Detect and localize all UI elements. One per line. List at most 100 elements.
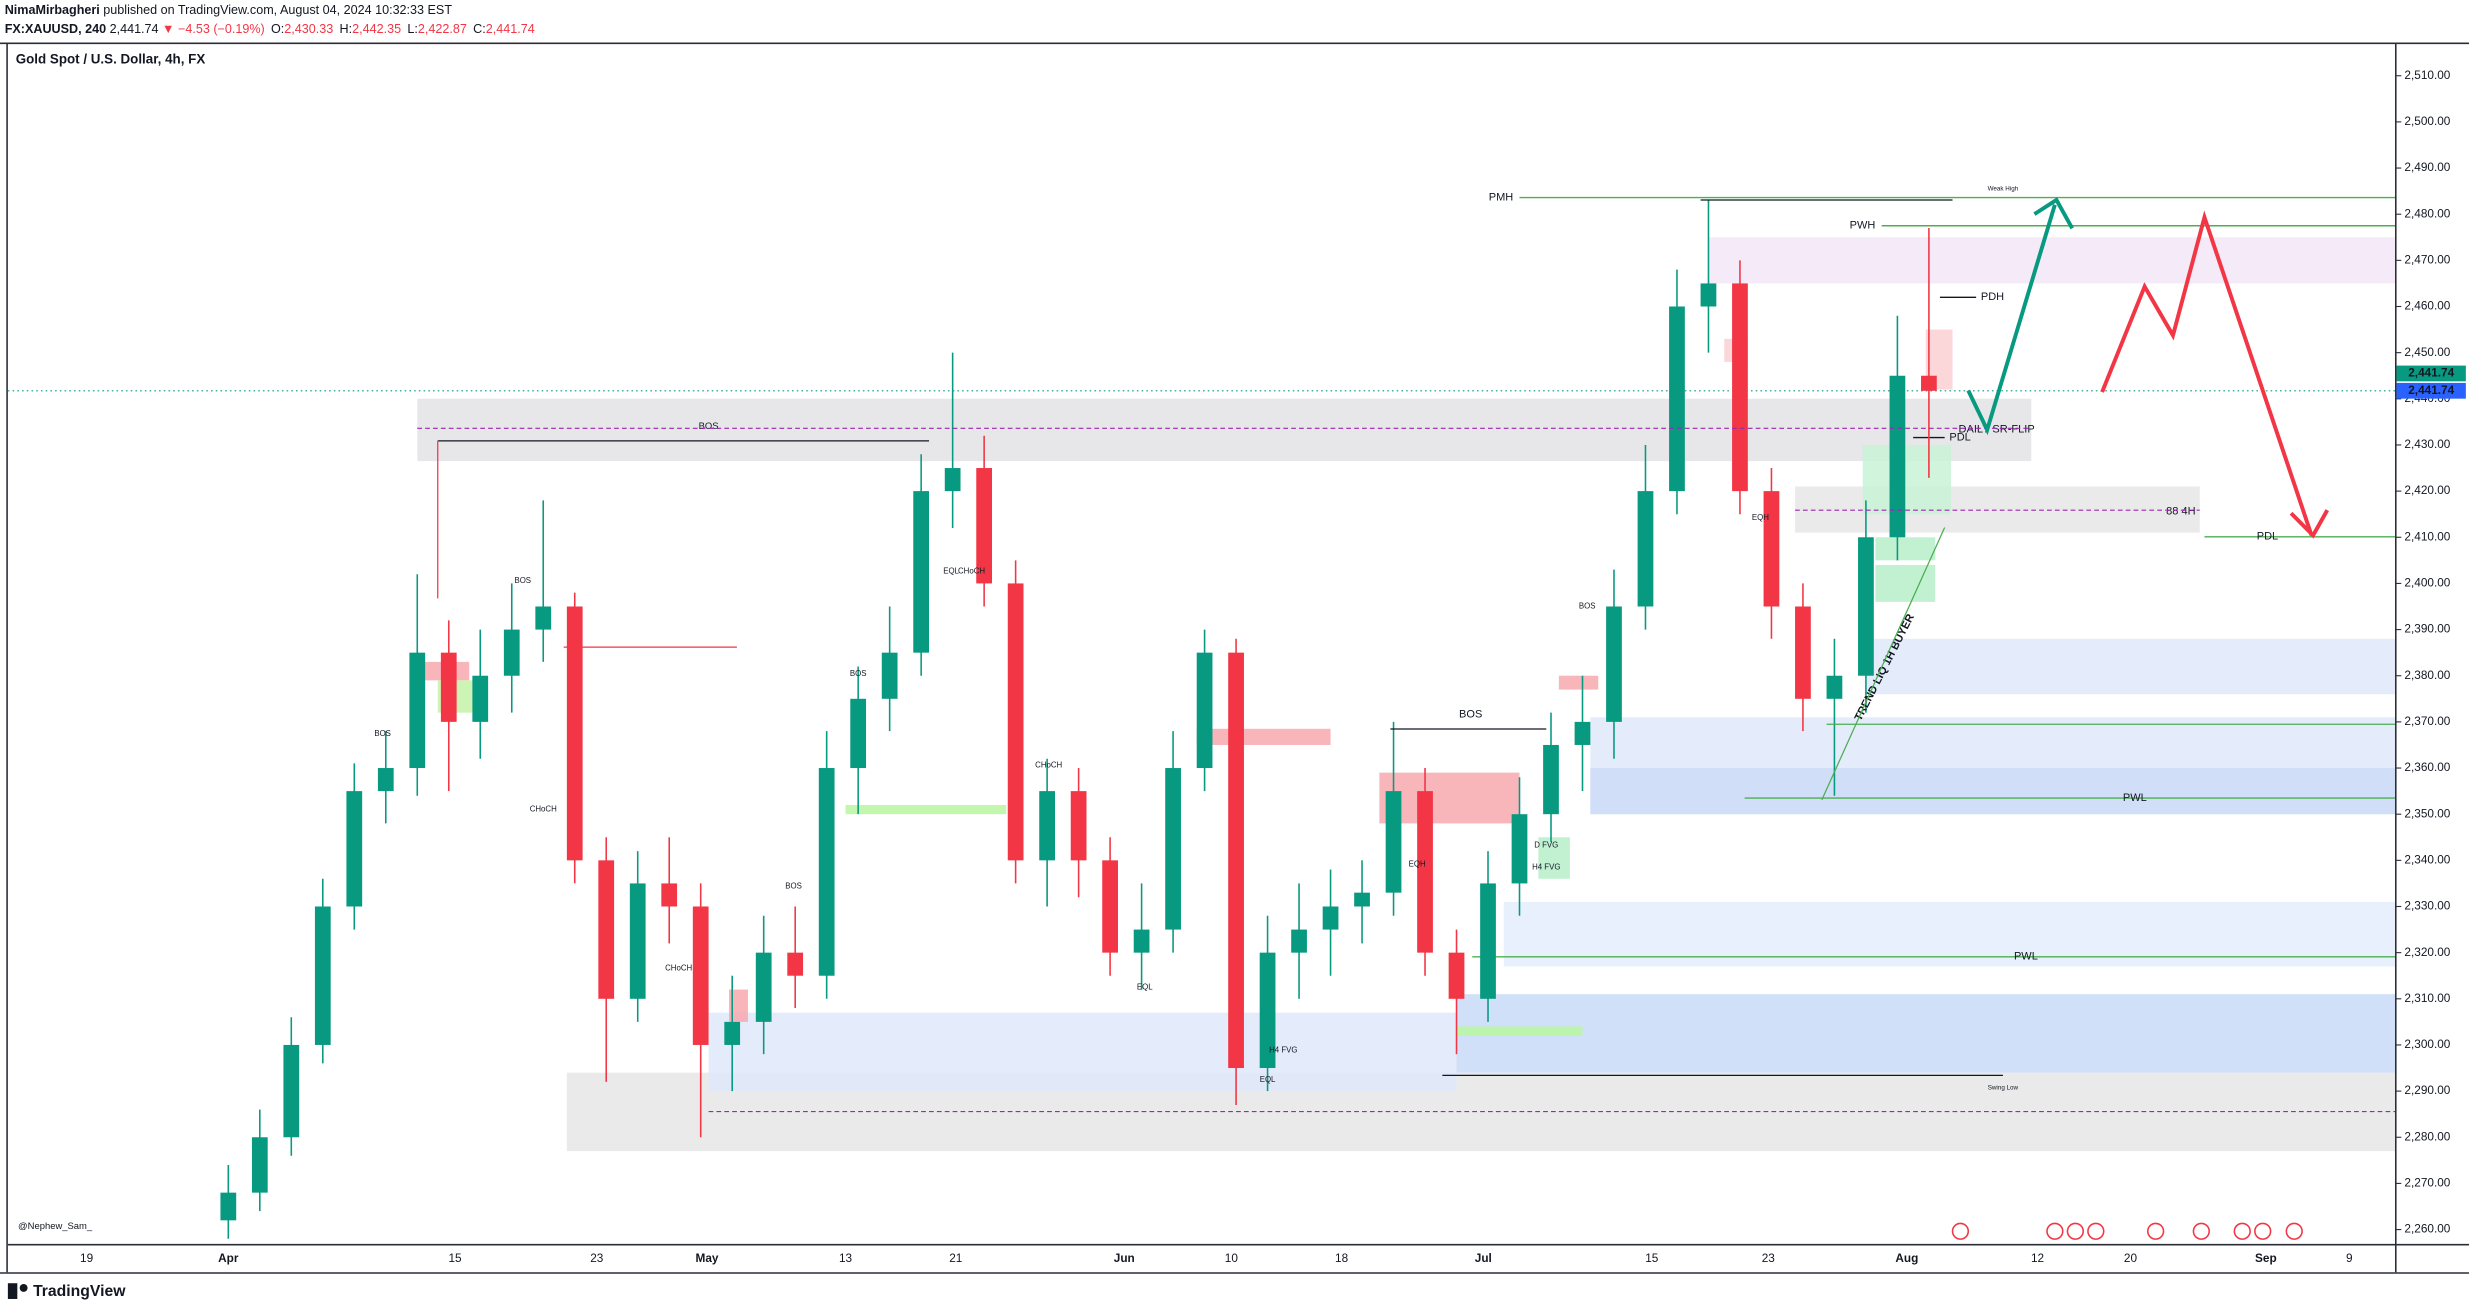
zone [1865, 638, 2395, 695]
y-tick-label: 2,310.00 [2404, 991, 2450, 1005]
x-tick-label: 21 [949, 1251, 962, 1265]
x-tick-label: Apr [218, 1251, 239, 1265]
ohlc-label: O: [271, 22, 284, 36]
candle-body [1921, 375, 1937, 391]
x-tick-label: 20 [2124, 1251, 2138, 1265]
y-tick-label: 2,270.00 [2404, 1176, 2450, 1190]
candle-body [409, 652, 426, 769]
event-flag [2254, 1222, 2272, 1240]
y-tick-label: 2,360.00 [2404, 760, 2450, 774]
annotation: 88 4H [2166, 506, 2195, 518]
zone [417, 398, 2032, 462]
x-tick-label: 9 [2346, 1251, 2353, 1265]
annotation: BOS [514, 576, 531, 585]
price-badge-label: 2,441.74 [2408, 383, 2454, 397]
candle-body [755, 952, 772, 1022]
candle-body [1637, 491, 1654, 607]
x-tick-label: 23 [590, 1251, 604, 1265]
annotation: BOS [1579, 601, 1596, 610]
event-flag [2192, 1222, 2210, 1240]
level-label: PDL [2257, 531, 2278, 543]
y-tick-label: 2,470.00 [2404, 252, 2450, 266]
y-tick-label: 2,500.00 [2404, 114, 2450, 128]
candle-body [1795, 606, 1811, 699]
candle-body [976, 468, 993, 584]
y-tick-label: 2,300.00 [2404, 1037, 2450, 1051]
y-tick-label: 2,370.00 [2404, 714, 2450, 728]
y-tick-label: 2,410.00 [2404, 529, 2450, 543]
logo [19, 1284, 28, 1292]
author: NimaMirbagheri [5, 3, 100, 17]
chart-title: Gold Spot / U.S. Dollar, 4h, FX [16, 51, 206, 66]
trend-line [1821, 527, 1946, 801]
publisher-line: NimaMirbagheri published on TradingView.… [5, 3, 453, 17]
y-tick-label: 2,490.00 [2404, 160, 2450, 174]
axes: 2,260.00 2,270.00 2,280.00 2,290.00 2,300.00… [80, 68, 2466, 1265]
candle-body [881, 652, 898, 699]
candle-body [1196, 652, 1213, 769]
annotation: BOS [850, 669, 867, 678]
brand-name: TradingView [33, 1283, 126, 1300]
event-flag [2087, 1222, 2105, 1240]
ohlc-value: 2,430.33 [284, 22, 333, 36]
zone [1196, 728, 1331, 745]
candle-body [503, 629, 520, 676]
zone [1862, 444, 1951, 515]
candle-body [1574, 721, 1591, 745]
annotation: EQH [1752, 513, 1769, 522]
y-tick-label: 2,430.00 [2404, 437, 2450, 451]
projection-down [2100, 210, 2314, 536]
candle-body [1165, 768, 1181, 930]
projection-up [1966, 204, 2057, 436]
arrow-head [2289, 509, 2329, 539]
zone [1558, 675, 1599, 690]
candle-body [1889, 375, 1906, 538]
y-tick-label: 2,400.00 [2404, 576, 2450, 590]
logo [7, 1283, 18, 1299]
candle-body [1102, 860, 1118, 953]
candle-body [661, 883, 678, 907]
brand: TradingView [7, 1283, 126, 1300]
candle-body [251, 1137, 268, 1193]
candle-body [1511, 814, 1528, 884]
annotation: BOS [1459, 709, 1482, 721]
candle-body [598, 860, 615, 999]
y-tick-label: 2,320.00 [2404, 945, 2450, 959]
annotation: EQH [1409, 859, 1426, 868]
candle-body [377, 768, 394, 792]
annotation: H4 FVG [1532, 863, 1560, 872]
x-tick-label: 23 [1762, 1251, 1776, 1265]
x-tick-label: 12 [2031, 1251, 2044, 1265]
x-tick-label: May [696, 1251, 719, 1265]
candle-body [1826, 675, 1843, 699]
y-tick-label: 2,260.00 [2404, 1222, 2450, 1236]
zone [1875, 537, 1936, 561]
candle-body [724, 1021, 741, 1045]
change: ▼ −4.53 (−0.19%) [162, 22, 265, 36]
zone [845, 804, 1007, 815]
candle-body [1700, 283, 1717, 307]
candle-body [692, 906, 709, 1045]
y-tick-label: 2,340.00 [2404, 852, 2450, 866]
y-tick-label: 2,480.00 [2404, 206, 2450, 220]
zone [1708, 237, 2395, 284]
x-tick-label: Sep [2255, 1251, 2277, 1265]
annotation: Swing Low [1988, 1085, 2019, 1092]
zone [1875, 564, 1936, 602]
candle-body [1259, 952, 1276, 1069]
zone [1590, 768, 2395, 815]
price-badge [2396, 382, 2466, 399]
y-tick-label: 2,460.00 [2404, 299, 2450, 313]
candle-body [1291, 929, 1307, 953]
candle-body [1133, 929, 1150, 953]
ohlc-value: 2,442.35 [352, 22, 401, 36]
zone [1456, 994, 2395, 1073]
candle-body [472, 675, 489, 722]
candle-body [1763, 491, 1780, 607]
event-flag [1951, 1222, 1970, 1240]
y-tick-label: 2,280.00 [2404, 1129, 2450, 1143]
annotation: CHoCH [1035, 760, 1062, 769]
candle-body [1007, 583, 1024, 861]
ohlc-label: H: [340, 22, 353, 36]
candle-body [1669, 306, 1685, 492]
